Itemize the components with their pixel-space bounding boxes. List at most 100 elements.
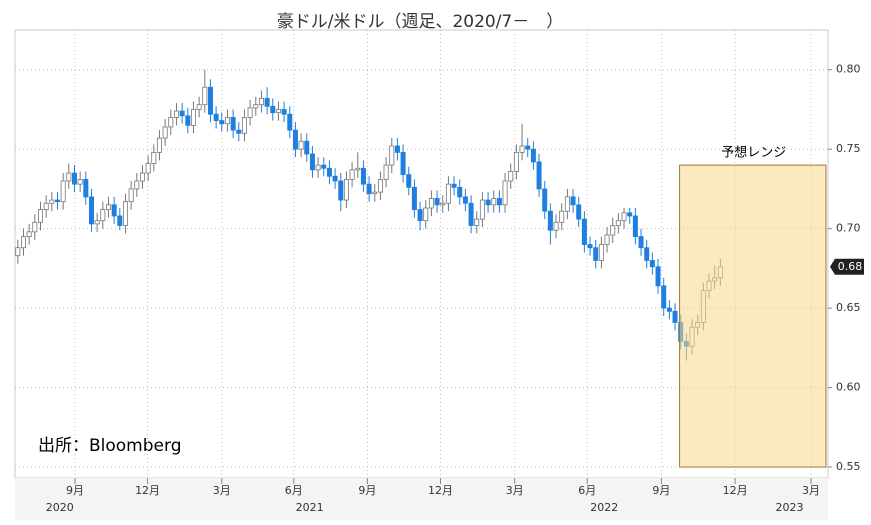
- candle-body: [610, 225, 616, 236]
- candle-body: [77, 178, 83, 185]
- candle-body: [253, 104, 259, 109]
- candle-body: [666, 307, 672, 312]
- candle-body: [49, 199, 55, 204]
- candle-body: [661, 285, 667, 309]
- candle-body: [587, 244, 593, 249]
- forecast-range: [679, 164, 827, 468]
- candle-body: [66, 172, 72, 182]
- candle-body: [315, 164, 321, 171]
- candle-body: [32, 221, 38, 233]
- candle-body: [389, 145, 395, 166]
- x-tick-label: 6月: [285, 484, 303, 497]
- candle-body: [615, 220, 621, 226]
- candle-body: [434, 198, 440, 206]
- candle-body: [593, 247, 599, 261]
- candle-body: [655, 266, 661, 287]
- candle-body: [491, 198, 497, 206]
- year-label: 2021: [296, 501, 324, 514]
- last-price-label: 0.68: [838, 260, 863, 273]
- candle-body: [440, 202, 446, 206]
- candle-body: [496, 198, 502, 206]
- candle-body: [117, 215, 123, 226]
- y-tick-label: 0.80: [836, 63, 861, 76]
- candle-body: [525, 145, 531, 150]
- candle-body: [168, 117, 174, 128]
- candle-body: [644, 247, 650, 261]
- candle-body: [298, 140, 304, 150]
- candle-body: [632, 215, 638, 238]
- candle-body: [553, 221, 559, 231]
- candle-body: [15, 247, 21, 257]
- x-tick-label: 12月: [428, 484, 453, 497]
- candle-body: [71, 172, 77, 185]
- candle-body: [485, 199, 491, 206]
- candle-body: [122, 201, 128, 226]
- candle-body: [292, 129, 298, 150]
- candle-body: [513, 151, 519, 172]
- x-tick-label: 9月: [358, 484, 376, 497]
- candle-body: [406, 174, 412, 188]
- candle-body: [468, 202, 474, 226]
- candle-body: [162, 126, 168, 139]
- x-axis-band: [15, 478, 828, 520]
- candle-body: [128, 188, 134, 203]
- candle-body: [139, 172, 145, 182]
- candle-body: [179, 110, 185, 117]
- candle-body: [230, 117, 236, 131]
- y-tick-label: 0.65: [836, 301, 861, 314]
- candle-body: [428, 198, 434, 209]
- x-tick-label: 12月: [135, 484, 160, 497]
- x-tick-label: 3月: [213, 484, 231, 497]
- year-label: 2022: [590, 501, 618, 514]
- candle-body: [196, 104, 202, 110]
- candle-body: [173, 110, 179, 118]
- candle-body: [423, 207, 429, 222]
- candle-body: [281, 109, 287, 115]
- candle-body: [287, 113, 293, 131]
- candle-body: [134, 180, 140, 190]
- candle-body: [576, 204, 582, 220]
- candle-body: [88, 196, 94, 225]
- candle-body: [151, 151, 157, 164]
- candle-body: [94, 220, 100, 225]
- year-label: 2020: [46, 501, 74, 514]
- y-tick-label: 0.70: [836, 222, 861, 235]
- candle-body: [530, 148, 536, 163]
- candle-body: [621, 212, 627, 222]
- candle-body: [224, 117, 230, 125]
- candle-body: [338, 180, 344, 201]
- candle-body: [185, 115, 191, 126]
- x-tick-label: 6月: [578, 484, 596, 497]
- candle-body: [400, 151, 406, 176]
- candle-body: [20, 236, 26, 249]
- candle-body: [411, 186, 417, 210]
- candle-body: [54, 199, 60, 203]
- candle-body: [360, 167, 366, 185]
- candle-body: [581, 218, 587, 245]
- candle-body: [394, 145, 400, 153]
- candle-body: [627, 212, 633, 217]
- y-tick-label: 0.60: [836, 381, 861, 394]
- source-note: 出所：Bloomberg: [38, 436, 181, 456]
- candle-body: [304, 140, 310, 155]
- candle-body: [100, 209, 106, 222]
- candle-body: [241, 117, 247, 134]
- candle-body: [202, 86, 208, 106]
- candle-body: [60, 180, 66, 203]
- candle-body: [598, 244, 604, 261]
- candle-body: [564, 196, 570, 212]
- chart-title: 豪ドル/米ドル（週足、2020/7－ ）: [277, 11, 564, 32]
- candle-body: [349, 169, 355, 180]
- candle-body: [236, 129, 242, 134]
- candle-body: [445, 183, 451, 204]
- candle-body: [672, 310, 678, 323]
- candle-body: [258, 97, 264, 106]
- candle-body: [326, 167, 332, 177]
- candle-body: [474, 218, 480, 226]
- candle-body: [383, 164, 389, 180]
- forecast-label: 予想レンジ: [721, 145, 786, 161]
- candle-body: [43, 202, 49, 210]
- candle-body: [207, 86, 213, 115]
- last-price-marker: [830, 258, 864, 275]
